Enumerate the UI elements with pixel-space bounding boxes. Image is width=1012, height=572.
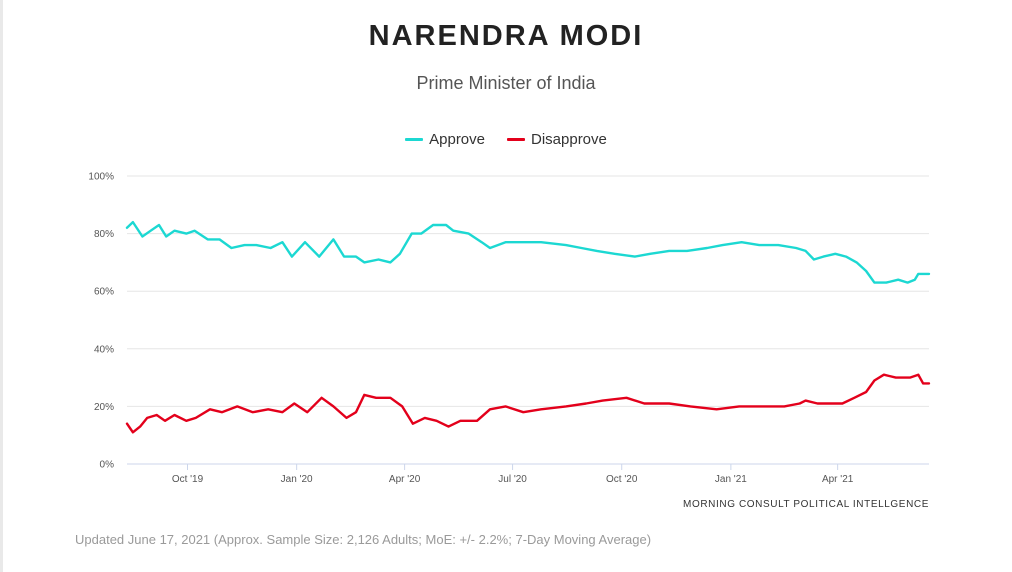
legend-label-approve: Approve [429,131,485,148]
source-credit: MORNING CONSULT POLITICAL INTELLGENCE [683,499,929,510]
grid-lines [127,175,929,465]
x-tick-label: Oct '19 [172,474,204,485]
frame-border [0,0,3,572]
x-tick-label: Apr '20 [389,474,421,485]
x-tick-label: Jul '20 [498,474,527,485]
x-tick-label: Apr '21 [822,474,854,485]
y-tick-label: 20% [94,402,114,413]
legend: Approve Disapprove [0,131,1012,148]
x-tick-label: Jan '20 [281,474,313,485]
legend-label-disapprove: Disapprove [531,131,607,148]
chart-subtitle: Prime Minister of India [416,73,596,93]
y-tick-label: 40% [94,344,114,355]
series-group [125,220,931,434]
y-tick-label: 0% [100,460,115,471]
x-tick-label: Jan '21 [715,474,747,485]
y-tick-label: 60% [94,287,114,298]
legend-swatch-disapprove [507,138,525,141]
legend-item-approve[interactable]: Approve [405,131,485,148]
chart-title: NARENDRA MODI [368,20,644,52]
series-line-approve[interactable] [125,220,931,284]
legend-swatch-approve [405,138,424,141]
footnote: Updated June 17, 2021 (Approx. Sample Si… [75,532,652,547]
y-tick-label: 100% [88,172,114,183]
y-axis: 0% 20% 40% 60% 80% 100% [88,172,114,471]
series-line-disapprove[interactable] [125,373,931,434]
y-tick-label: 80% [94,229,114,240]
x-tick-label: Oct '20 [606,474,638,485]
legend-item-disapprove[interactable]: Disapprove [507,131,607,148]
x-axis: Oct '19 Jan '20 Apr '20 Jul '20 Oct '20 Jan '… [172,464,854,485]
